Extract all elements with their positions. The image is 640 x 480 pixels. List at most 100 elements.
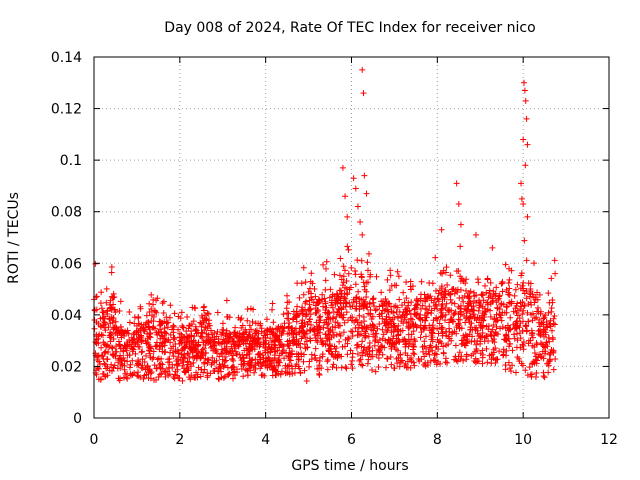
data-point	[223, 357, 230, 364]
data-point	[340, 329, 347, 336]
data-point	[113, 343, 120, 350]
data-point	[121, 362, 128, 369]
data-point	[134, 362, 141, 369]
data-point	[143, 352, 150, 359]
data-point	[451, 310, 458, 317]
data-point	[483, 345, 490, 352]
data-point	[260, 354, 267, 361]
data-point	[338, 276, 345, 283]
data-point	[262, 340, 269, 347]
data-point	[355, 288, 362, 295]
data-point	[531, 349, 538, 356]
data-point	[240, 355, 247, 362]
data-point	[347, 347, 354, 354]
data-point	[552, 270, 559, 277]
data-point	[505, 280, 512, 287]
data-point	[493, 330, 500, 337]
data-point	[523, 257, 530, 264]
data-point	[278, 368, 285, 375]
data-point	[346, 335, 353, 342]
data-point	[444, 282, 451, 289]
data-point	[477, 340, 484, 347]
data-point	[102, 327, 109, 334]
data-point	[236, 337, 243, 344]
data-point	[356, 312, 363, 319]
data-point	[108, 344, 115, 351]
data-point	[184, 314, 191, 321]
data-point	[481, 311, 488, 318]
data-point	[531, 260, 538, 267]
data-point	[190, 359, 197, 366]
data-point	[269, 300, 276, 307]
data-point	[326, 310, 333, 317]
data-point	[537, 332, 544, 339]
data-point	[403, 279, 410, 286]
data-point	[139, 348, 146, 355]
data-point	[244, 337, 251, 344]
data-point	[509, 347, 516, 354]
data-point	[325, 315, 332, 322]
data-point	[390, 335, 397, 342]
data-point	[387, 272, 394, 279]
data-point	[542, 348, 549, 355]
data-point	[542, 331, 549, 338]
data-point	[281, 355, 288, 362]
data-point	[418, 278, 425, 285]
data-point	[435, 339, 442, 346]
data-point	[481, 334, 488, 341]
data-point	[100, 322, 107, 329]
data-point	[407, 364, 414, 371]
data-point	[383, 364, 390, 371]
data-point	[101, 313, 108, 320]
data-point	[447, 290, 454, 297]
data-point	[384, 355, 391, 362]
data-point	[284, 310, 291, 317]
data-point	[207, 370, 214, 377]
data-point	[457, 302, 464, 309]
data-point	[442, 311, 449, 318]
data-point	[407, 286, 414, 293]
data-point	[240, 358, 247, 365]
data-point	[415, 355, 422, 362]
data-point	[457, 311, 464, 318]
data-point	[279, 330, 286, 337]
data-point	[372, 307, 379, 314]
data-point	[211, 338, 218, 345]
data-point	[538, 320, 545, 327]
data-point	[379, 315, 386, 322]
data-point	[325, 309, 332, 316]
data-point	[524, 141, 531, 148]
data-point	[296, 365, 303, 372]
data-point	[518, 272, 525, 279]
data-point	[387, 354, 394, 361]
data-point	[357, 356, 364, 363]
data-point	[519, 311, 526, 318]
data-point	[548, 275, 555, 282]
data-point	[486, 290, 493, 297]
data-point	[144, 364, 151, 371]
data-point	[438, 226, 445, 233]
data-point	[424, 310, 431, 317]
data-point	[421, 317, 428, 324]
data-point	[146, 344, 153, 351]
data-point	[99, 332, 106, 339]
data-point	[387, 267, 394, 274]
data-point	[306, 363, 313, 370]
data-point	[249, 318, 256, 325]
data-point	[546, 299, 553, 306]
data-point	[357, 219, 364, 226]
data-point	[407, 278, 414, 285]
data-point	[200, 369, 207, 376]
data-point	[423, 345, 430, 352]
data-point	[395, 273, 402, 280]
data-point	[492, 329, 499, 336]
data-point	[410, 343, 417, 350]
data-point	[393, 308, 400, 315]
data-point	[159, 333, 166, 340]
data-point	[438, 291, 445, 298]
data-point	[221, 358, 228, 365]
data-point	[478, 291, 485, 298]
data-point	[206, 336, 213, 343]
data-point	[377, 343, 384, 350]
data-point	[213, 333, 220, 340]
